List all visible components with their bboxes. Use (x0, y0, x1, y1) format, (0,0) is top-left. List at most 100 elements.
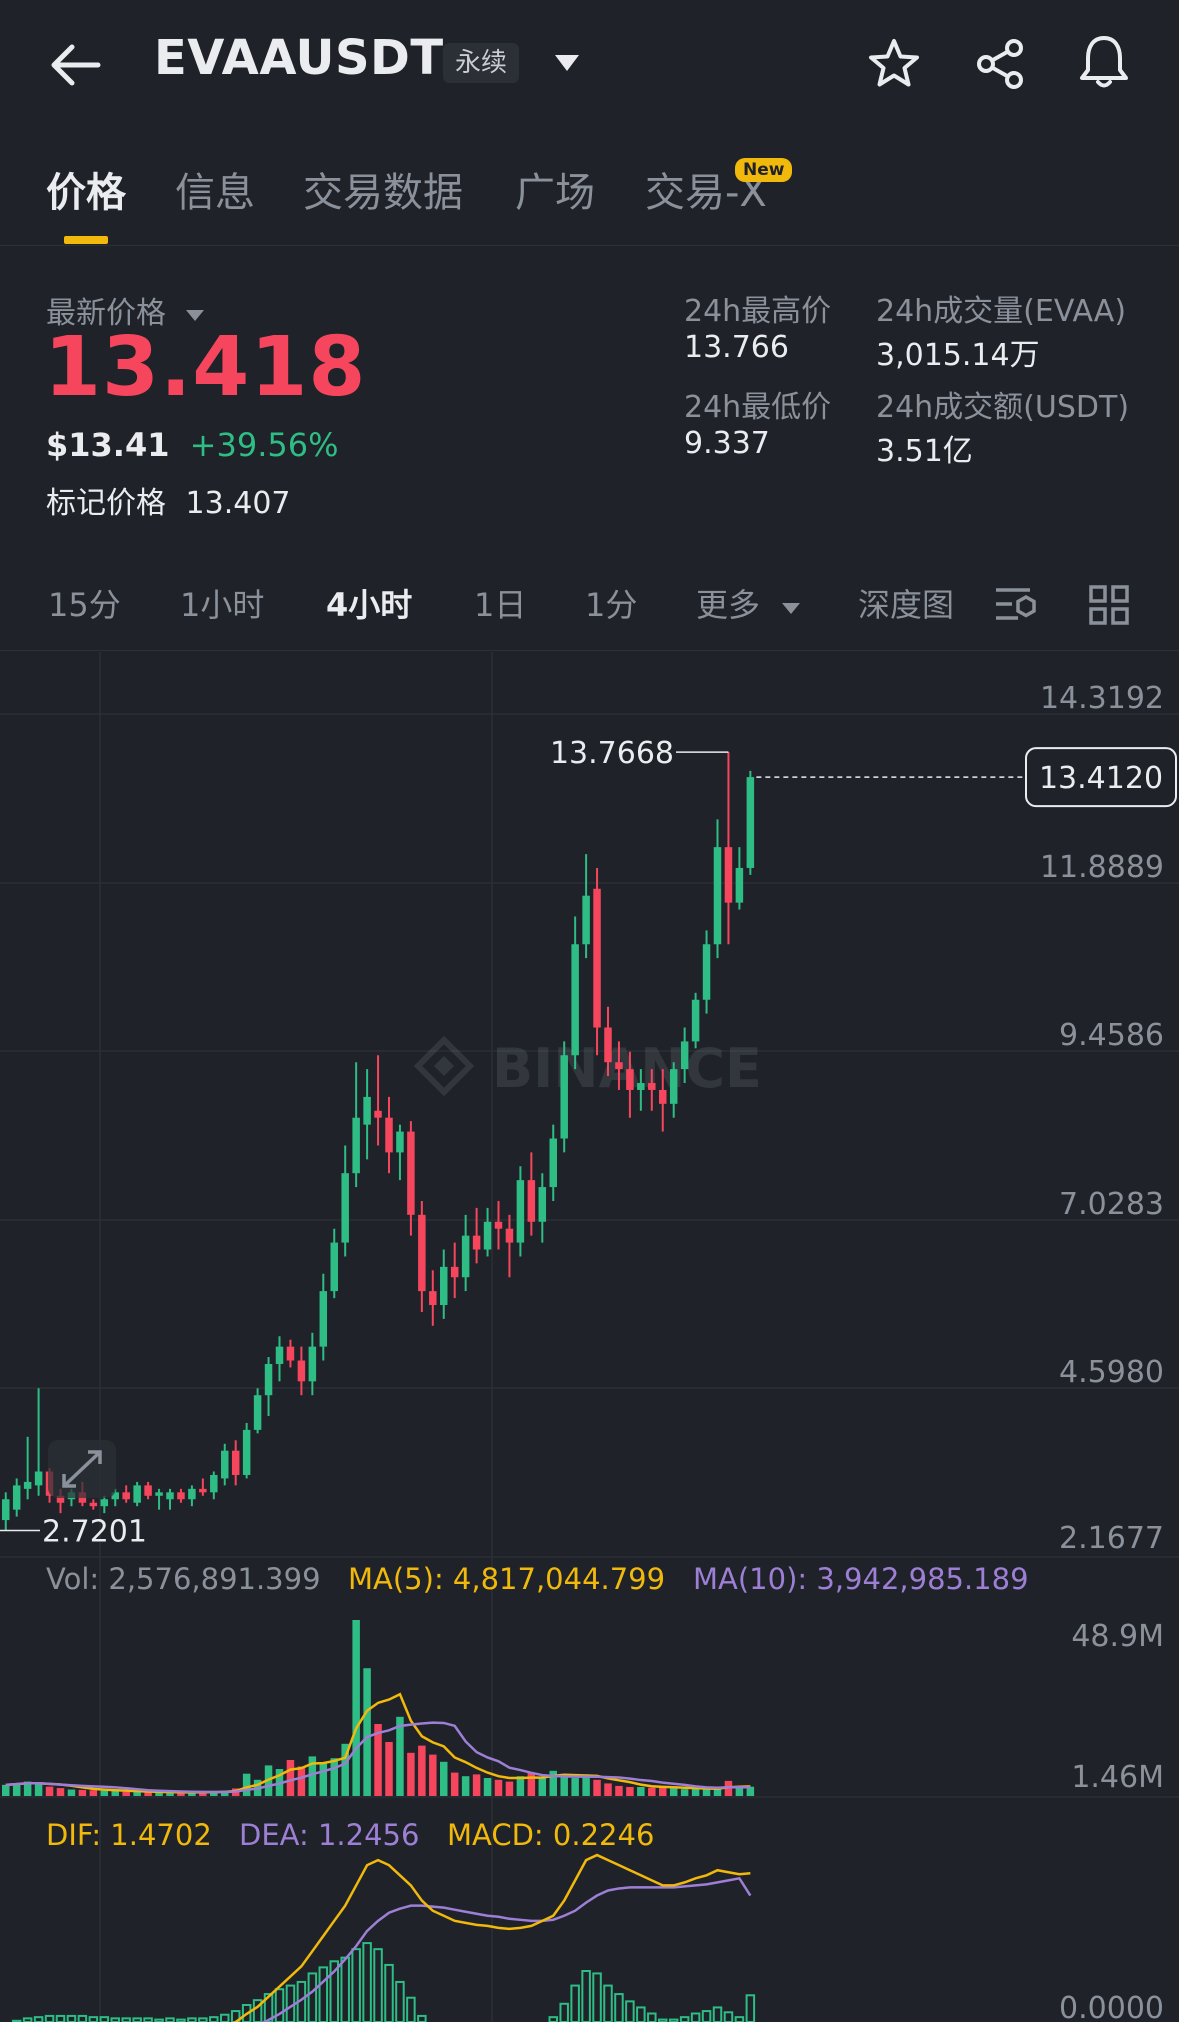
candle (231, 1440, 240, 1486)
symbol-title[interactable]: EVAAUSDT (154, 30, 444, 86)
candle (330, 1228, 338, 1299)
candle (341, 1145, 349, 1257)
candle (396, 1124, 404, 1181)
candle (669, 1062, 678, 1118)
dif-line (232, 1853, 751, 2022)
dea-line (261, 1876, 752, 2022)
candle (286, 1339, 295, 1368)
back-button[interactable] (48, 40, 104, 90)
macd-histogram-bar (11, 2019, 22, 2022)
contract-type-badge: 永续 (443, 43, 520, 83)
tab-trading-data[interactable]: 交易数据 (303, 170, 463, 216)
candle (516, 1166, 525, 1257)
volume-bar (538, 1778, 547, 1796)
volume-bar (516, 1776, 525, 1796)
volume-bar (177, 1792, 185, 1796)
interval-1m[interactable]: 1分 (585, 586, 638, 624)
tab-info[interactable]: 信息 (175, 170, 255, 216)
volume-bar (494, 1779, 503, 1796)
macd-histogram-bar (745, 1994, 756, 2022)
share-button[interactable] (972, 36, 1028, 92)
symbol-dropdown-button[interactable] (552, 52, 582, 74)
candle (593, 867, 601, 1056)
volume-bar (286, 1760, 295, 1796)
volume-legend: Vol: 2,576,891.399 MA(5): 4,817,044.799 … (46, 1562, 1029, 1596)
macd-histogram-bar (263, 1993, 274, 2022)
macd-panel (11, 1853, 756, 2022)
volume-bar (691, 1788, 700, 1796)
tab-square[interactable]: 广场 (515, 170, 595, 216)
tab-price[interactable]: 价格 (46, 170, 126, 216)
macd-histogram-bar (395, 1980, 405, 2022)
candle (680, 1027, 689, 1084)
candle (133, 1481, 141, 1507)
macd-histogram-bar (198, 2017, 208, 2022)
volume-bar (746, 1786, 755, 1796)
volume-bar (680, 1789, 689, 1796)
macd-histogram-bar (690, 2012, 701, 2022)
ma5-label: MA(5): 4,817,044.799 (348, 1562, 665, 1596)
active-tab-indicator (64, 236, 108, 244)
alert-button[interactable] (1076, 32, 1132, 92)
dif-label: DIF: 1.4702 (46, 1818, 212, 1852)
volume-bar (461, 1776, 470, 1796)
macd-histogram-bar (559, 2002, 569, 2022)
volume-axis: 48.9M 1.46M (1071, 1619, 1164, 1795)
interval-15m[interactable]: 15分 (48, 586, 121, 624)
macd-histogram-bar (154, 2018, 164, 2022)
macd-histogram-bar (570, 1984, 580, 2022)
fullscreen-icon[interactable] (48, 1440, 116, 1498)
interval-more[interactable]: 更多 (696, 580, 802, 626)
interval-1d[interactable]: 1日 (474, 586, 527, 624)
volume-bar (505, 1781, 514, 1796)
candle (494, 1200, 503, 1250)
mark-price-label: 标记价格 (46, 486, 166, 521)
candle (440, 1249, 448, 1319)
volume-bar (571, 1778, 579, 1796)
last-price-label[interactable]: 最新价格 (46, 288, 206, 332)
volume-bar (374, 1724, 382, 1796)
divider (0, 650, 1179, 651)
macd-histogram-bar (209, 2016, 219, 2022)
candle (89, 1499, 98, 1510)
volume-bar (45, 1786, 54, 1796)
volume-bar (549, 1770, 557, 1796)
bell-icon (1080, 36, 1128, 88)
volume-bars (2, 1620, 755, 1796)
layout-grid-button[interactable] (1088, 584, 1130, 634)
candle (549, 1124, 557, 1201)
macd-histogram-bar (701, 2010, 712, 2022)
volume-bar (615, 1785, 623, 1796)
volume-bar (221, 1790, 229, 1796)
volume-bar (450, 1772, 459, 1796)
depth-chart-tab[interactable]: 深度图 (858, 586, 955, 624)
macd-histogram-bar (679, 2016, 690, 2022)
candle (691, 992, 700, 1049)
candle (385, 1096, 393, 1174)
interval-4h[interactable]: 4小时 (326, 586, 413, 624)
volume-bar (418, 1745, 426, 1796)
candle (319, 1273, 328, 1361)
candle (374, 1055, 382, 1146)
mark-price-value: 13.407 (185, 486, 291, 521)
favorite-button[interactable] (866, 36, 922, 92)
volume-bar (440, 1761, 448, 1796)
indicator-settings-button[interactable] (994, 584, 1038, 632)
candle (560, 1041, 568, 1153)
candle (34, 1388, 43, 1496)
candle (648, 1069, 656, 1111)
interval-1h[interactable]: 1小时 (180, 586, 265, 624)
macd-histogram-bar (165, 2017, 175, 2022)
macd-histogram-bar (406, 1996, 416, 2022)
interval-more-label: 更多 (696, 586, 761, 624)
caret-down-icon (185, 310, 204, 321)
candle (242, 1422, 251, 1479)
macd-histogram-bar (658, 2018, 668, 2022)
candle (461, 1214, 470, 1292)
volume-bar (560, 1776, 568, 1796)
candle (122, 1485, 130, 1503)
candle (2, 1492, 10, 1531)
volume-24h-label: 24h成交量(EVAA) (876, 294, 1127, 329)
candle (100, 1495, 109, 1514)
